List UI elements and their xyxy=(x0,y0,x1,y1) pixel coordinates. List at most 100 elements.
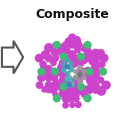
Circle shape xyxy=(48,72,53,77)
Circle shape xyxy=(53,95,60,102)
Circle shape xyxy=(69,41,76,48)
Circle shape xyxy=(93,73,99,79)
Circle shape xyxy=(54,45,61,52)
Circle shape xyxy=(67,82,72,86)
Circle shape xyxy=(58,44,64,50)
Circle shape xyxy=(81,90,85,95)
Circle shape xyxy=(82,47,86,51)
Circle shape xyxy=(62,94,71,103)
Polygon shape xyxy=(2,41,23,74)
Circle shape xyxy=(97,87,106,95)
Circle shape xyxy=(51,70,57,76)
Circle shape xyxy=(102,81,110,89)
Circle shape xyxy=(78,73,82,77)
Circle shape xyxy=(59,86,64,91)
Circle shape xyxy=(88,51,94,57)
Circle shape xyxy=(93,88,98,93)
Circle shape xyxy=(75,77,82,85)
Circle shape xyxy=(68,83,71,87)
Text: Composite: Composite xyxy=(35,8,109,21)
Circle shape xyxy=(70,78,74,82)
Circle shape xyxy=(92,49,99,56)
Circle shape xyxy=(83,71,90,78)
Circle shape xyxy=(60,46,67,52)
Circle shape xyxy=(45,44,53,52)
Circle shape xyxy=(99,62,105,67)
Circle shape xyxy=(89,57,97,65)
Circle shape xyxy=(63,88,70,95)
Circle shape xyxy=(80,86,88,93)
Circle shape xyxy=(70,83,74,87)
Circle shape xyxy=(69,95,76,102)
Circle shape xyxy=(79,61,84,66)
Circle shape xyxy=(59,92,64,97)
Circle shape xyxy=(72,56,78,62)
Circle shape xyxy=(78,53,84,60)
Circle shape xyxy=(64,47,70,53)
Circle shape xyxy=(75,102,81,107)
Circle shape xyxy=(58,64,65,71)
Circle shape xyxy=(61,68,66,72)
Circle shape xyxy=(70,58,77,65)
Circle shape xyxy=(46,86,52,93)
Circle shape xyxy=(61,51,65,55)
Circle shape xyxy=(57,82,63,88)
Circle shape xyxy=(74,70,78,74)
Circle shape xyxy=(75,82,82,89)
Circle shape xyxy=(84,49,90,55)
Circle shape xyxy=(46,72,53,79)
Circle shape xyxy=(38,68,45,75)
Circle shape xyxy=(65,38,73,46)
Circle shape xyxy=(41,64,47,70)
Circle shape xyxy=(51,68,58,75)
Circle shape xyxy=(82,57,86,61)
Circle shape xyxy=(46,70,52,76)
Circle shape xyxy=(53,42,60,48)
Circle shape xyxy=(73,76,80,83)
Circle shape xyxy=(35,54,43,62)
Circle shape xyxy=(79,68,87,76)
Circle shape xyxy=(79,90,83,94)
Circle shape xyxy=(82,55,88,60)
Circle shape xyxy=(78,79,82,83)
Circle shape xyxy=(56,81,60,86)
Circle shape xyxy=(73,40,82,49)
Circle shape xyxy=(91,60,100,68)
Circle shape xyxy=(65,71,69,76)
Circle shape xyxy=(80,56,88,63)
Circle shape xyxy=(73,37,80,44)
Circle shape xyxy=(70,103,75,107)
Circle shape xyxy=(97,50,104,57)
Circle shape xyxy=(74,75,78,79)
Circle shape xyxy=(46,82,52,89)
Circle shape xyxy=(57,50,62,55)
Circle shape xyxy=(60,83,67,90)
Circle shape xyxy=(76,88,83,94)
Circle shape xyxy=(89,69,96,76)
Circle shape xyxy=(84,95,91,102)
Circle shape xyxy=(78,83,84,90)
Circle shape xyxy=(75,47,80,53)
Circle shape xyxy=(52,50,57,55)
Circle shape xyxy=(63,73,67,77)
Circle shape xyxy=(38,74,45,81)
Circle shape xyxy=(92,68,97,73)
Circle shape xyxy=(65,83,68,87)
Circle shape xyxy=(83,55,90,62)
Circle shape xyxy=(82,75,86,79)
Circle shape xyxy=(69,62,73,66)
Circle shape xyxy=(68,87,76,94)
Circle shape xyxy=(62,56,68,62)
Circle shape xyxy=(95,71,100,76)
Circle shape xyxy=(62,83,67,89)
Circle shape xyxy=(77,68,81,72)
Circle shape xyxy=(60,53,67,60)
Circle shape xyxy=(92,82,99,89)
Circle shape xyxy=(36,82,43,88)
Circle shape xyxy=(63,89,71,97)
Circle shape xyxy=(77,73,83,79)
Circle shape xyxy=(66,65,69,69)
Circle shape xyxy=(52,77,58,82)
Circle shape xyxy=(59,72,64,77)
Circle shape xyxy=(63,49,67,54)
